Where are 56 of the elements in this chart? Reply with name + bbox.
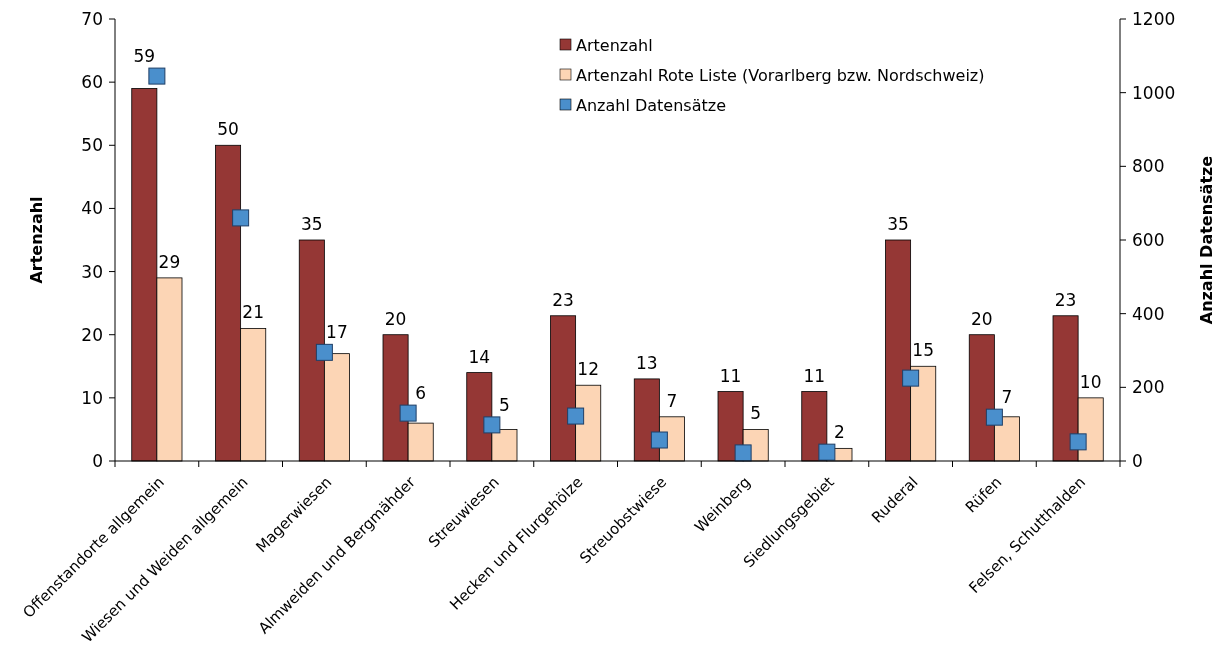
data-label: 50 [217, 119, 239, 140]
y-axis-title: Artenzahl [27, 196, 46, 284]
data-label: 7 [666, 390, 678, 411]
data-label: 23 [552, 289, 574, 310]
data-label: 12 [577, 359, 600, 380]
data-label: 35 [300, 214, 323, 234]
data-label: 21 [242, 302, 265, 323]
point [902, 369, 920, 387]
data-label: 29 [158, 251, 181, 272]
point [734, 444, 752, 462]
point [232, 209, 250, 227]
point [148, 67, 166, 85]
y2-tick-label: 1000 [1132, 82, 1176, 103]
data-label: 20 [384, 308, 407, 329]
y-tick-label: 10 [81, 387, 103, 408]
data-label: 6 [415, 383, 427, 404]
data-label: 15 [912, 340, 935, 361]
point [1069, 433, 1087, 451]
y-tick-label: 20 [81, 324, 103, 345]
data-label: 2 [834, 422, 845, 443]
point [315, 343, 333, 361]
data-label: 13 [635, 352, 658, 373]
y-tick-label: 0 [92, 450, 103, 471]
y-tick-label: 60 [81, 72, 103, 93]
y2-tick-label: 0 [1132, 450, 1143, 471]
point [399, 404, 417, 422]
y2-tick-label: 400 [1132, 303, 1165, 324]
data-label: 14 [468, 346, 491, 367]
y-tick-label: 50 [81, 135, 103, 156]
y-tick-label: 30 [81, 261, 103, 282]
data-label: 11 [719, 365, 742, 386]
point [818, 443, 836, 461]
data-label: 10 [1079, 371, 1102, 392]
point [483, 416, 501, 434]
data-label: 35 [887, 214, 909, 234]
y-tick-label: 70 [81, 8, 103, 29]
y2-tick-label: 200 [1132, 377, 1165, 398]
data-label: 20 [970, 308, 993, 329]
y2-tick-label: 600 [1132, 229, 1165, 250]
data-label: 23 [1054, 289, 1077, 310]
data-label: 59 [133, 46, 156, 67]
y2-tick-label: 1200 [1132, 8, 1176, 29]
legend-label: Anzahl Datensätze [576, 95, 726, 115]
data-label: 17 [326, 322, 348, 343]
y-tick-label: 40 [81, 198, 103, 219]
point [650, 431, 668, 449]
point [985, 408, 1003, 426]
data-label: 11 [803, 365, 826, 386]
data-label: 7 [1001, 387, 1013, 408]
point [567, 407, 585, 425]
y2-tick-label: 800 [1132, 156, 1165, 177]
legend-label: Artenzahl [576, 35, 653, 55]
data-label: 5 [750, 403, 762, 424]
data-label: 5 [499, 394, 510, 415]
legend-label: Artenzahl Rote Liste (Vorarlberg bzw. Nordschweiz) [576, 65, 985, 85]
y2-axis-title: Anzahl Datensätze [1197, 155, 1216, 325]
